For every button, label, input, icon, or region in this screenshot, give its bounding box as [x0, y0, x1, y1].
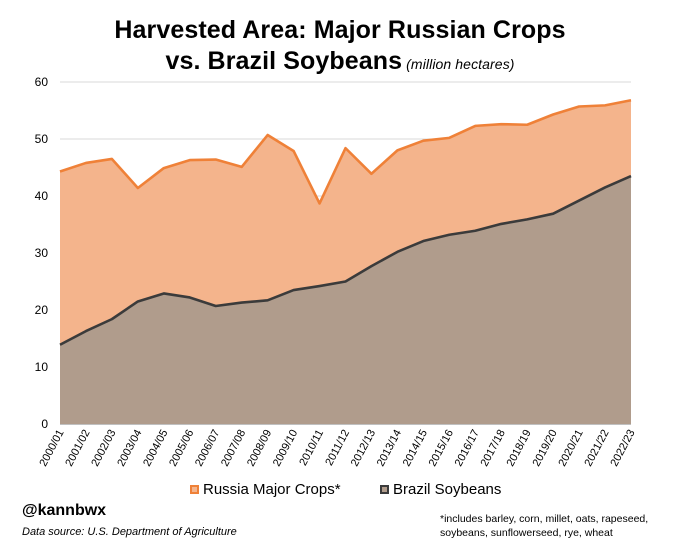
- x-tick-label: 2006/07: [193, 428, 222, 469]
- x-tick-label: 2016/17: [453, 428, 482, 469]
- footnote: *includes barley, corn, millet, oats, ra…: [440, 512, 680, 540]
- x-axis-ticks: 2000/012001/022002/032003/042004/052005/…: [37, 428, 637, 469]
- legend-item-russia: Russia Major Crops*: [190, 481, 341, 498]
- x-tick-label: 2017/18: [479, 428, 508, 469]
- x-tick-label: 2022/23: [608, 428, 637, 469]
- x-tick-label: 2015/16: [427, 428, 456, 469]
- legend-item-brazil: Brazil Soybeans: [380, 481, 501, 498]
- chart-title-line2: vs. Brazil Soybeans: [165, 47, 403, 75]
- y-tick-label: 0: [41, 417, 48, 431]
- legend-swatch-brazil: [380, 485, 389, 494]
- chart-title-line1: Harvested Area: Major Russian Crops: [114, 16, 566, 44]
- y-tick-label: 10: [35, 360, 49, 374]
- footnote-line-1: *includes barley, corn, millet, oats, ra…: [440, 513, 649, 525]
- y-tick-label: 40: [35, 189, 49, 203]
- line-brazil: [59, 174, 632, 346]
- line-russia: [59, 98, 632, 205]
- legend-label-russia: Russia Major Crops*: [203, 481, 341, 498]
- chart-title: Harvested Area: Major Russian Crops: [0, 15, 680, 45]
- y-tick-label: 50: [35, 132, 49, 146]
- y-tick-label: 60: [35, 75, 49, 89]
- chart-units: (million hectares): [406, 56, 515, 72]
- x-tick-label: 2020/21: [556, 428, 585, 469]
- x-tick-label: 2005/06: [167, 428, 196, 469]
- x-tick-label: 2000/01: [37, 428, 66, 469]
- x-tick-label: 2012/13: [349, 428, 378, 469]
- y-axis-ticks: 0 10 20 30 40 50 60: [35, 75, 49, 431]
- x-tick-label: 2021/22: [582, 428, 611, 469]
- x-tick-label: 2002/03: [89, 428, 118, 469]
- x-tick-label: 2013/14: [375, 428, 404, 469]
- x-tick-label: 2008/09: [245, 428, 274, 469]
- area-brazil: [60, 176, 631, 424]
- x-tick-label: 2011/12: [323, 428, 352, 468]
- chart-title-second-line: vs. Brazil Soybeans (million hectares): [0, 46, 680, 79]
- x-tick-label: 2004/05: [141, 428, 170, 469]
- x-tick-label: 2007/08: [219, 428, 248, 469]
- x-tick-label: 2018/19: [505, 428, 534, 469]
- area-chart: 0 10 20 30 40 50 60 2000/012001/022002/032003/…: [35, 75, 638, 469]
- x-tick-label: 2019/20: [531, 428, 560, 469]
- footnote-line-2: soybeans, sunflowerseed, rye, wheat: [440, 527, 613, 539]
- x-tick-label: 2009/10: [271, 428, 300, 469]
- x-tick-label: 2010/11: [297, 428, 326, 468]
- data-source: Data source: U.S. Department of Agricult…: [22, 526, 237, 538]
- x-tick-label: 2003/04: [115, 428, 144, 469]
- x-tick-label: 2014/15: [401, 428, 430, 469]
- series-areas: [59, 98, 632, 425]
- author-handle: @kannbwx: [22, 502, 107, 519]
- x-tick-label: 2001/02: [63, 428, 92, 469]
- y-tick-label: 20: [35, 303, 49, 317]
- y-tick-label: 30: [35, 246, 49, 260]
- legend-swatch-russia: [190, 485, 199, 494]
- legend-label-brazil: Brazil Soybeans: [393, 481, 502, 498]
